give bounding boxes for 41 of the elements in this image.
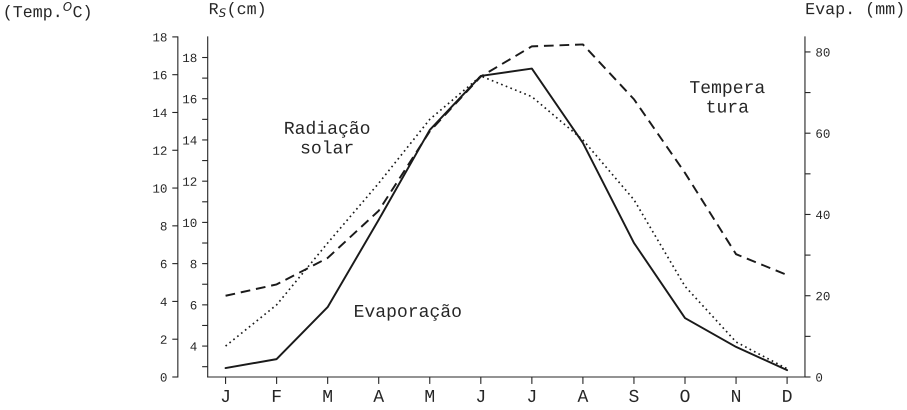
- y-tick-label: 16: [183, 94, 196, 104]
- x-tick-label: F: [272, 390, 281, 402]
- y2-tick-label: 40: [816, 210, 830, 220]
- y3-tick-label: 16: [153, 70, 167, 80]
- y2-tick-label: 20: [816, 292, 830, 300]
- x-tick-label: M: [323, 390, 332, 402]
- annotation: Evaporação: [355, 304, 461, 321]
- x-tick-label: J: [476, 390, 484, 402]
- y-tick-label: 12: [183, 177, 196, 186]
- y-tick-label: 18: [183, 54, 196, 62]
- y-axis-title: R$_{S}$(cm): [210, 2, 264, 18]
- annotation: Tempera tura: [690, 81, 765, 113]
- y3-tick-label: 6: [160, 260, 167, 268]
- y-tick-label: 4: [190, 342, 197, 351]
- y2-tick-label: 80: [816, 48, 830, 57]
- x-tick-label: A: [373, 390, 384, 402]
- y3-axis-title: (Temp.$^{O}$C): [6, 2, 90, 21]
- y-tick-label: 10: [183, 218, 197, 228]
- y-tick-label: 14: [183, 136, 197, 144]
- x-tick-label: D: [783, 390, 792, 402]
- x-tick-label: N: [732, 390, 740, 402]
- y2-axis-title: Evap. (mm): [806, 2, 902, 18]
- x-tick-label: A: [577, 390, 588, 402]
- y3-tick-label: 4: [160, 298, 167, 306]
- y3-tick-label: 10: [153, 184, 167, 193]
- y3-tick-label: 8: [160, 222, 167, 230]
- y-tick-label: 6: [190, 301, 196, 310]
- y3-tick-label: 0: [160, 373, 167, 382]
- y-tick-label: 8: [190, 260, 196, 268]
- x-tick-label: J: [528, 390, 536, 402]
- x-tick-label: J: [222, 390, 229, 402]
- x-tick-label: O: [680, 390, 690, 402]
- x-tick-label: S: [629, 390, 638, 402]
- x-tick-label: M: [425, 390, 434, 402]
- y3-tick-label: 14: [153, 108, 167, 118]
- y3-tick-label: 2: [160, 335, 167, 344]
- y2-tick-label: 60: [816, 129, 830, 138]
- y3-tick-label: 12: [153, 146, 167, 155]
- y2-tick-label: 0: [816, 373, 822, 382]
- annotation: Radiação solar: [285, 120, 370, 154]
- y3-tick-label: 18: [153, 33, 167, 42]
